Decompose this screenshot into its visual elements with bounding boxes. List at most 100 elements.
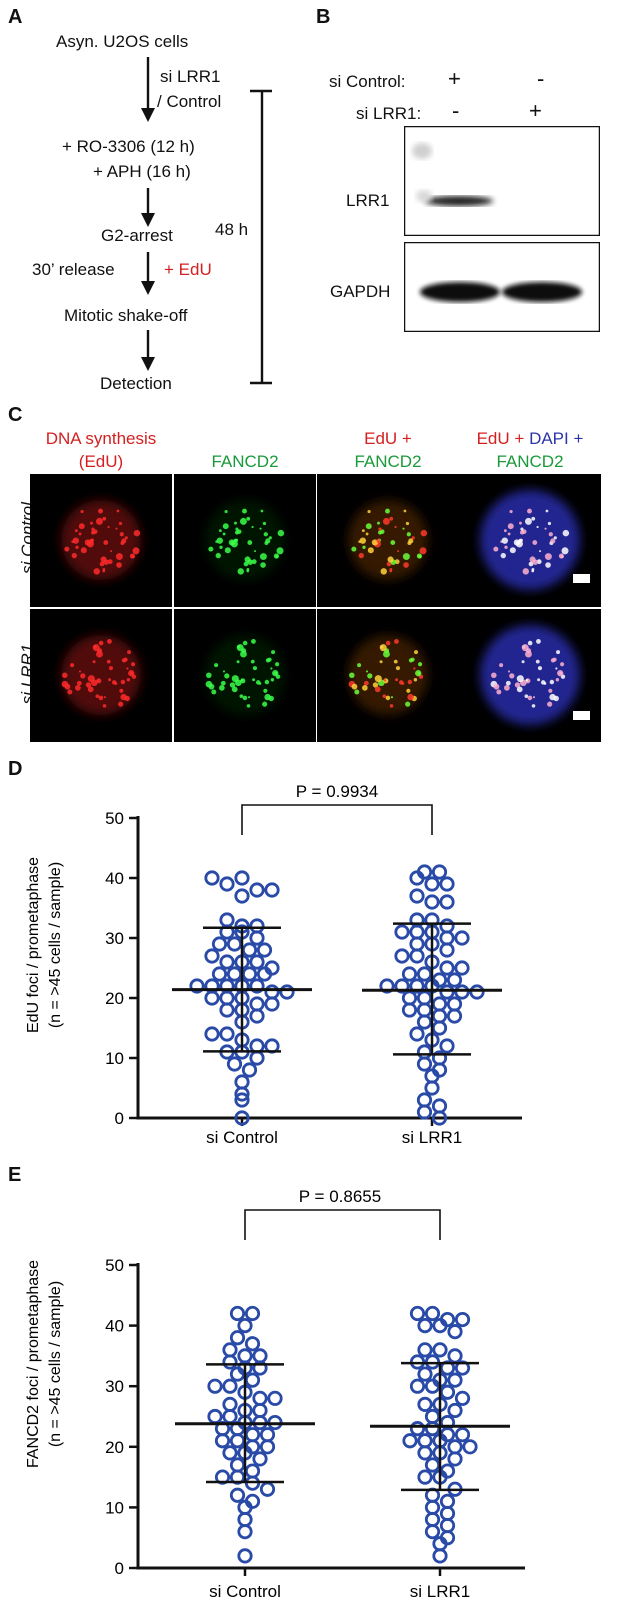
si-control-lane2: - — [537, 66, 545, 91]
fancd2-point-control — [259, 1427, 276, 1443]
chart-edu-ylabel-1: EdU foci / prometaphase — [25, 857, 42, 1033]
panel-label-c: C — [8, 404, 23, 426]
edu-point-control — [219, 990, 235, 1006]
fancd2-point-lrr1 — [439, 1360, 456, 1376]
fancd2-ytick-label-20: 20 — [105, 1438, 124, 1457]
edu-point-lrr1 — [424, 894, 440, 910]
edu-point-lrr1 — [416, 1056, 433, 1072]
fancd2-point-control — [252, 1360, 268, 1376]
chart-fancd2-xlabel-lrr1: si LRR1 — [410, 1582, 470, 1601]
edu-point-control — [211, 936, 228, 952]
fancd2-point-control — [222, 1342, 238, 1358]
step-drugs-2: + APH (16 h) — [93, 162, 191, 181]
edu-point-control — [264, 984, 280, 1000]
fancd2-point-control — [222, 1445, 238, 1461]
edu-point-lrr1 — [424, 876, 440, 892]
edu-point-control — [219, 924, 235, 940]
edu-point-control — [249, 1050, 265, 1066]
edu-point-control — [249, 1008, 265, 1024]
chart-edu-xlabel-control: si Control — [206, 1128, 278, 1147]
fancd2-ytick-label-50: 50 — [105, 1256, 124, 1275]
fancd2-point-control — [244, 1463, 261, 1479]
fancd2-point-lrr1 — [417, 1318, 433, 1334]
edu-ytick-label-10: 10 — [105, 1049, 124, 1068]
fancd2-point-control — [252, 1402, 268, 1419]
edu-point-control — [256, 942, 273, 958]
fancd2-point-control — [244, 1427, 261, 1443]
fancd2-point-lrr1 — [439, 1493, 456, 1509]
header-edu-part: EdU + — [476, 429, 525, 448]
fancd2-point-control — [244, 1372, 261, 1388]
fancd2-point-control — [259, 1439, 276, 1455]
scale-bar-lrr1 — [573, 711, 590, 720]
edu-point-lrr1 — [416, 966, 433, 982]
edu-point-lrr1 — [431, 996, 448, 1012]
edu-point-lrr1 — [416, 1044, 433, 1060]
edu-point-lrr1 — [409, 1026, 425, 1042]
edu-point-lrr1 — [439, 894, 455, 910]
edu-point-control — [211, 966, 228, 982]
lrr1-blot-label: LRR1 — [346, 191, 390, 210]
header-fancd2: FANCD2 — [211, 452, 279, 471]
panel-label-b: B — [316, 6, 331, 28]
fancd2-point-lrr1 — [439, 1505, 456, 1522]
edu-point-control — [241, 1062, 258, 1078]
header-merge-1: EdU + — [364, 429, 412, 448]
edu-ytick-label-50: 50 — [105, 809, 124, 828]
edu-point-lrr1 — [431, 864, 448, 880]
edu-point-lrr1 — [409, 978, 425, 994]
edu-point-control — [264, 996, 280, 1012]
fancd2-ytick-label-30: 30 — [105, 1377, 124, 1396]
chart-fancd2-ylabel-1: FANCD2 foci / prometaphase — [25, 1260, 42, 1468]
fancd2-point-control — [229, 1457, 246, 1473]
fancd2-point-lrr1 — [424, 1421, 441, 1437]
edu-point-control — [234, 1092, 250, 1108]
arrow-4-head — [141, 357, 155, 371]
edu-point-lrr1 — [416, 990, 433, 1006]
edu-point-lrr1 — [446, 972, 463, 988]
edu-point-control — [204, 1026, 220, 1042]
edu-point-lrr1 — [394, 924, 410, 940]
micrograph-lrr1-dapi — [459, 609, 601, 742]
header-merge-dapi-2: FANCD2 — [496, 452, 564, 471]
edu-point-lrr1 — [431, 1020, 448, 1036]
edu-point-lrr1 — [446, 1008, 463, 1024]
edu-point-control — [256, 966, 273, 982]
edu-point-control — [226, 1056, 243, 1072]
edu-point-lrr1 — [394, 948, 410, 964]
fancd2-point-lrr1 — [409, 1421, 426, 1437]
fancd2-point-control — [237, 1548, 253, 1564]
fancd2-point-control — [252, 1451, 268, 1467]
fancd2-point-lrr1 — [402, 1433, 418, 1449]
edu-point-control — [204, 948, 220, 964]
fancd2-ytick-label-10: 10 — [105, 1498, 124, 1517]
fancd2-point-control — [267, 1390, 283, 1406]
fancd2-point-lrr1 — [447, 1348, 463, 1364]
chart-fancd2-foci: FANCD2 foci / prometaphase (n = >45 cell… — [25, 1187, 525, 1601]
header-dna-synthesis: DNA synthesis (EdU) — [30, 427, 172, 473]
fancd2-point-control — [244, 1336, 261, 1352]
fancd2-point-control — [244, 1305, 261, 1322]
step-shake-off: Mitotic shake-off — [64, 306, 188, 325]
fancd2-point-control — [237, 1348, 253, 1364]
edu-ytick-label-30: 30 — [105, 929, 124, 948]
edu-point-control — [189, 978, 205, 994]
arrow-1-head — [141, 108, 155, 122]
fancd2-point-lrr1 — [424, 1305, 441, 1322]
fancd2-point-control — [207, 1408, 223, 1425]
header-merge-dapi-1: EdU + DAPI + — [459, 427, 601, 450]
edu-point-control — [264, 882, 280, 898]
si-lrr1-lane2: + — [529, 98, 542, 123]
edu-point-control — [234, 1110, 250, 1126]
edu-point-control — [249, 954, 265, 970]
fancd2-point-control — [207, 1378, 223, 1394]
fancd2-point-control — [237, 1511, 253, 1528]
fancd2-point-lrr1 — [447, 1451, 463, 1467]
chart-edu-foci: EdU foci / prometaphase (n = >45 cells /… — [25, 782, 522, 1147]
fancd2-point-control — [229, 1433, 246, 1449]
micrograph-lrr1-merge — [317, 609, 459, 742]
fancd2-point-lrr1 — [454, 1360, 471, 1376]
edu-point-control — [234, 1074, 250, 1090]
fancd2-point-control — [222, 1378, 238, 1394]
fancd2-point-control — [229, 1305, 246, 1322]
